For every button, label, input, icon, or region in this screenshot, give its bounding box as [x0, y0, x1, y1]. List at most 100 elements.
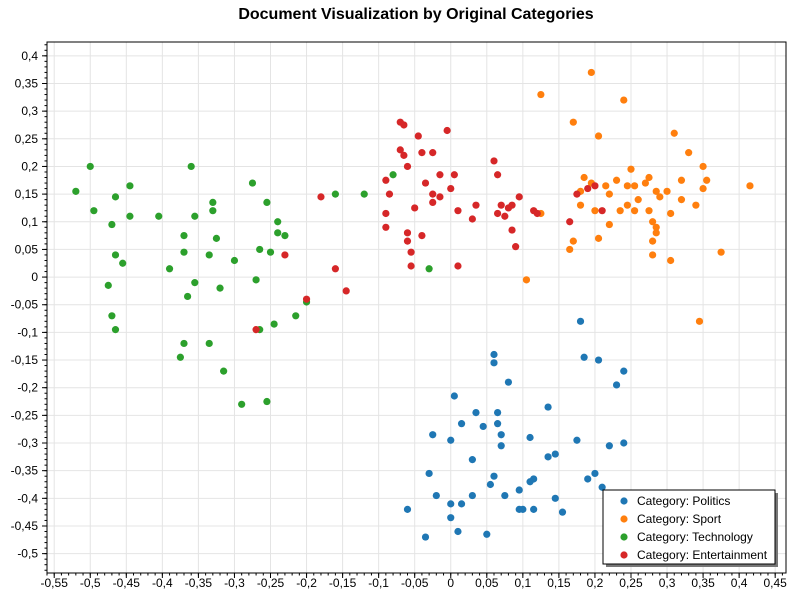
x-tick-label: -0,15	[329, 576, 357, 590]
data-point	[558, 508, 567, 516]
data-point	[411, 204, 419, 212]
data-point	[126, 182, 134, 190]
data-point	[630, 182, 639, 190]
y-tick-label: 0,25	[15, 132, 39, 146]
data-point	[544, 403, 552, 411]
data-point	[454, 262, 462, 270]
data-point	[421, 179, 430, 187]
data-point	[183, 292, 192, 301]
data-point	[573, 190, 581, 198]
data-point	[587, 68, 595, 77]
data-point	[569, 118, 577, 126]
data-point	[454, 527, 462, 536]
y-tick-label: -0,3	[17, 436, 38, 450]
data-point	[205, 251, 213, 259]
data-point	[407, 248, 415, 256]
data-point	[612, 381, 621, 389]
data-point	[508, 226, 516, 234]
data-point	[512, 243, 520, 251]
data-point	[450, 392, 458, 400]
data-point	[421, 533, 430, 541]
data-point	[526, 478, 534, 486]
data-point	[274, 229, 282, 237]
data-point	[447, 436, 455, 444]
data-point	[407, 262, 415, 270]
data-point	[418, 231, 426, 240]
data-point	[252, 276, 260, 284]
y-tick-label: -0,5	[17, 547, 38, 561]
data-point	[447, 514, 455, 522]
data-point	[104, 281, 112, 289]
data-point	[447, 500, 455, 508]
legend-marker	[620, 551, 628, 559]
data-point	[248, 179, 257, 187]
data-point	[486, 480, 494, 489]
legend-label: Category: Sport	[637, 512, 722, 526]
data-point	[396, 146, 404, 154]
data-point	[180, 248, 188, 256]
data-point	[515, 193, 523, 201]
legend: Category: Politics Category: Sport Categor…	[602, 489, 778, 567]
data-point	[699, 184, 707, 193]
data-point	[605, 220, 613, 229]
data-point	[630, 207, 639, 215]
data-point	[573, 436, 581, 444]
data-point	[281, 231, 289, 240]
x-tick-label: -0,5	[80, 576, 101, 590]
data-point	[497, 201, 505, 209]
data-point	[450, 171, 458, 179]
data-point	[591, 469, 599, 478]
y-tick-label: -0,1	[17, 325, 38, 339]
data-point	[191, 279, 199, 287]
data-point	[155, 212, 163, 220]
data-point	[418, 149, 426, 157]
data-point	[497, 442, 505, 450]
data-point	[454, 207, 462, 215]
data-point	[72, 187, 80, 195]
data-point	[670, 129, 678, 137]
legend-label: Category: Technology	[637, 530, 753, 544]
x-tick-label: 0,15	[547, 576, 571, 590]
data-point	[403, 505, 412, 513]
data-point	[649, 218, 657, 226]
data-point	[537, 90, 545, 99]
data-point	[403, 229, 412, 237]
data-point	[667, 209, 675, 218]
data-point	[263, 198, 271, 207]
data-point	[576, 317, 585, 325]
data-point	[645, 173, 653, 182]
data-point	[501, 212, 509, 220]
data-point	[703, 176, 711, 184]
data-point	[566, 245, 574, 254]
data-point	[602, 182, 610, 190]
series-0	[403, 317, 628, 541]
data-point	[746, 182, 754, 190]
x-tick-label: 0,3	[659, 576, 676, 590]
data-point	[627, 165, 635, 173]
data-point	[569, 237, 577, 245]
y-tick-label: 0,1	[21, 215, 38, 229]
data-point	[501, 491, 509, 500]
x-tick-label: -0,2	[296, 576, 317, 590]
axes: -0,55 -0,5 -0,45 -0,4 -0,35 -0,3 -0,25 -0,2 -0,1…	[11, 41, 787, 590]
data-point	[274, 218, 282, 226]
data-point	[382, 176, 390, 184]
x-tick-label: -0,45	[113, 576, 141, 590]
data-point	[652, 223, 660, 231]
data-point	[522, 276, 531, 284]
data-point	[497, 431, 505, 439]
x-tick-label: 0,1	[515, 576, 532, 590]
data-point	[216, 284, 224, 292]
data-point	[576, 201, 585, 209]
data-point	[544, 453, 552, 461]
data-point	[292, 312, 300, 320]
x-tick-label: 0,2	[587, 576, 604, 590]
data-point	[220, 367, 228, 375]
data-point	[594, 132, 603, 140]
x-tick-label: 0	[447, 576, 454, 590]
data-point	[457, 500, 466, 508]
y-tick-label: 0,35	[15, 76, 39, 90]
data-point	[591, 182, 599, 190]
x-tick-label: -0,4	[152, 576, 173, 590]
data-point	[468, 491, 476, 500]
